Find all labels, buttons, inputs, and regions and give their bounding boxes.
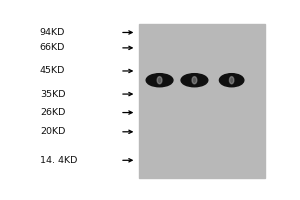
Ellipse shape <box>157 77 162 84</box>
Text: 66KD: 66KD <box>40 43 65 52</box>
Ellipse shape <box>219 74 244 87</box>
Text: 26KD: 26KD <box>40 108 65 117</box>
Bar <box>139 24 265 178</box>
Text: 45KD: 45KD <box>40 66 65 75</box>
Text: 14. 4KD: 14. 4KD <box>40 156 77 165</box>
Text: 94KD: 94KD <box>40 28 65 37</box>
Ellipse shape <box>230 77 234 84</box>
Ellipse shape <box>192 77 197 84</box>
Text: 20KD: 20KD <box>40 127 65 136</box>
Text: 35KD: 35KD <box>40 90 65 99</box>
Ellipse shape <box>146 74 173 87</box>
Ellipse shape <box>181 74 208 87</box>
